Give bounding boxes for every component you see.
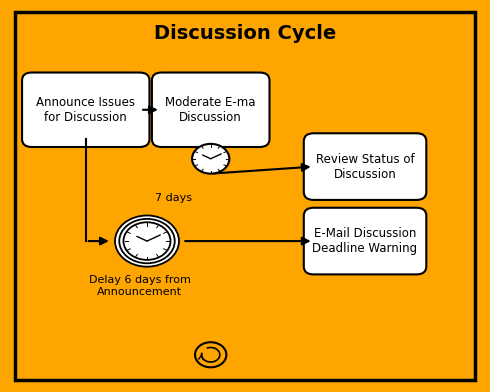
- FancyBboxPatch shape: [304, 133, 426, 200]
- Text: Delay 6 days from
Announcement: Delay 6 days from Announcement: [89, 275, 191, 297]
- Circle shape: [119, 219, 175, 263]
- Text: 7 days: 7 days: [155, 193, 193, 203]
- FancyBboxPatch shape: [22, 73, 149, 147]
- Text: Announce Issues
for Discussion: Announce Issues for Discussion: [36, 96, 135, 124]
- Circle shape: [123, 222, 171, 260]
- Circle shape: [115, 216, 179, 267]
- Circle shape: [192, 144, 229, 174]
- Text: Discussion Cycle: Discussion Cycle: [154, 24, 336, 43]
- Text: E-Mail Discussion
Deadline Warning: E-Mail Discussion Deadline Warning: [313, 227, 417, 255]
- FancyBboxPatch shape: [152, 73, 270, 147]
- FancyBboxPatch shape: [304, 208, 426, 274]
- FancyBboxPatch shape: [15, 12, 475, 380]
- Text: Moderate E-ma
Discussion: Moderate E-ma Discussion: [166, 96, 256, 124]
- Text: Review Status of
Discussion: Review Status of Discussion: [316, 152, 415, 181]
